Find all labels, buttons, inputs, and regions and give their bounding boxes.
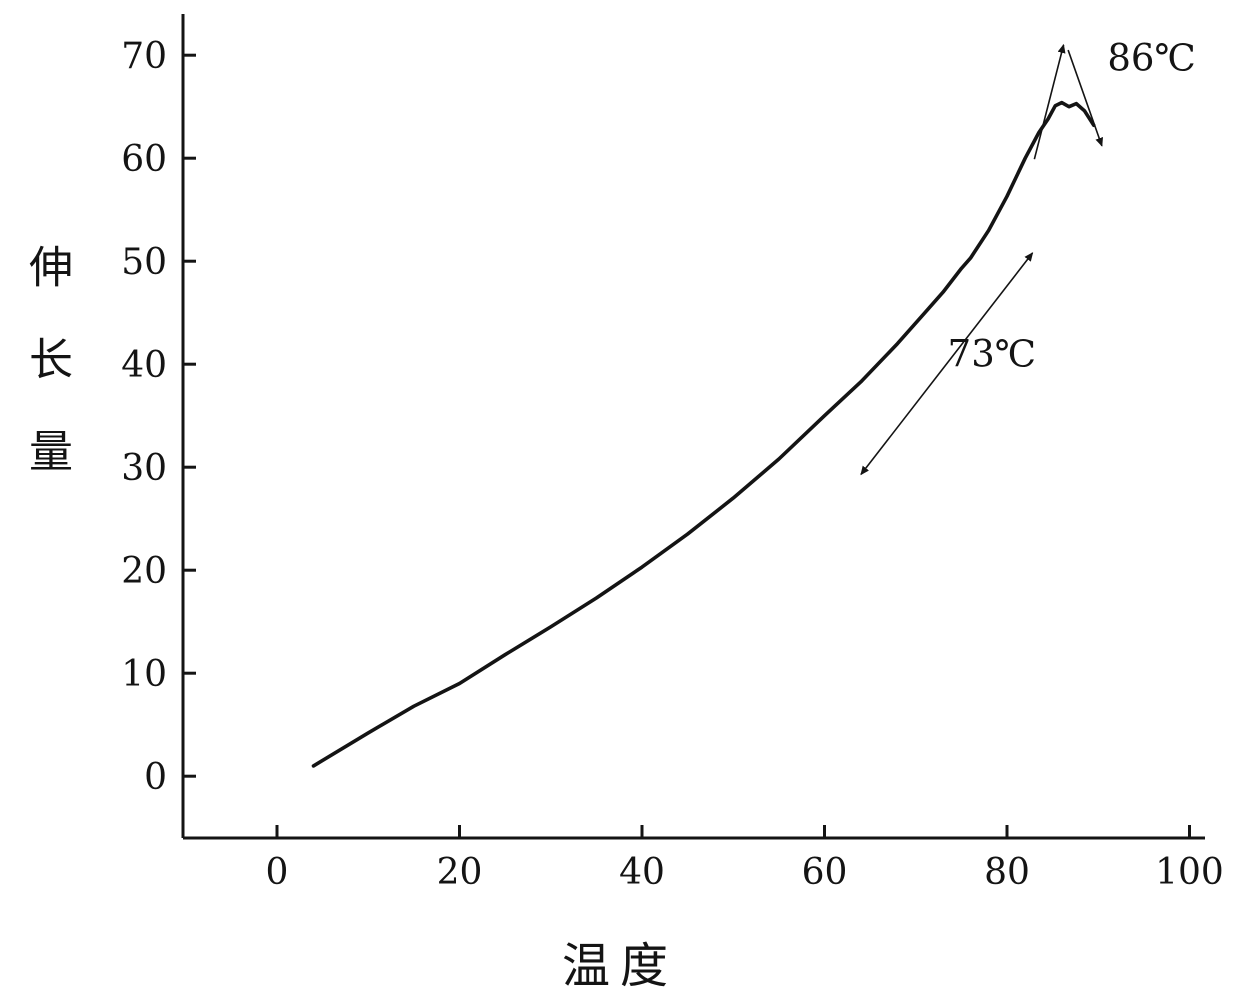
y-tick-label: 10 [121, 654, 167, 695]
y-axis-title: 伸长量 [21, 244, 72, 520]
x-tick-label: 40 [619, 852, 665, 893]
x-tick-label: 20 [437, 852, 483, 893]
y-tick-label: 50 [121, 242, 167, 283]
y-tick-label: 20 [121, 551, 167, 592]
x-tick-label: 80 [984, 852, 1030, 893]
y-tick-label: 60 [121, 139, 167, 180]
tangent-temperature-label: 73℃ [948, 332, 1036, 375]
x-axis-title: 温度 [561, 938, 678, 994]
peak-tangent-right-arrow [1067, 49, 1104, 147]
x-tick-label: 0 [266, 852, 289, 893]
peak-tangent-left-arrow [1033, 43, 1066, 160]
axes: 0 10 20 30 40 50 60 70 0 20 40 60 80 100 [121, 14, 1224, 893]
data-series [311, 100, 1096, 768]
x-tick-label: 60 [802, 852, 848, 893]
y-tick-label: 70 [121, 36, 167, 77]
tangent-73-arrow [860, 252, 1034, 476]
y-tick-label: 40 [121, 345, 167, 386]
x-tick-label: 100 [1155, 852, 1224, 893]
peak-temperature-label: 86℃ [1107, 37, 1195, 80]
y-tick-label: 30 [121, 448, 167, 489]
y-tick-label: 0 [144, 757, 167, 798]
annotations: 86℃ 73℃ [860, 37, 1196, 476]
elongation-vs-temperature-curve [311, 100, 1096, 768]
